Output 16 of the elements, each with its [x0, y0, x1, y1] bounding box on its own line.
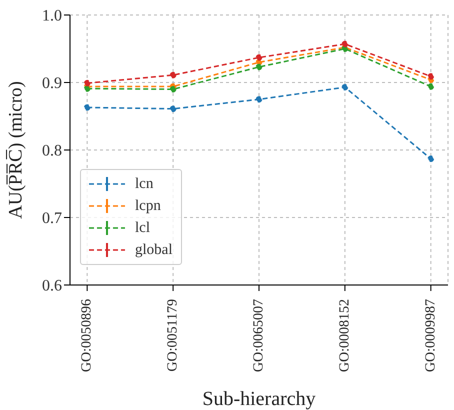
- legend-label: lcpn: [135, 198, 161, 214]
- x-tick-label: GO:0009987: [423, 299, 438, 372]
- x-tick-label: GO:0065007: [252, 299, 266, 372]
- x-axis-title: Sub-hierarchy: [202, 388, 316, 410]
- y-tick-label: 0.6: [42, 278, 62, 295]
- y-tick-label: 1.0: [42, 8, 62, 25]
- x-tick-label: GO:0051179: [166, 299, 181, 372]
- y-tick-label: 0.7: [42, 210, 62, 228]
- y-axis-title: AU(P̅R̅C̅) (micro): [6, 81, 26, 219]
- legend-label: lcn: [135, 176, 154, 192]
- y-tick-label: 0.9: [42, 75, 62, 92]
- x-tick-label: GO:0050896: [80, 299, 95, 372]
- x-tick-label: GO:0008152: [337, 299, 352, 372]
- legend-label: global: [135, 242, 172, 258]
- y-tick-label: 0.8: [42, 142, 62, 160]
- legend-label: lcl: [135, 220, 150, 236]
